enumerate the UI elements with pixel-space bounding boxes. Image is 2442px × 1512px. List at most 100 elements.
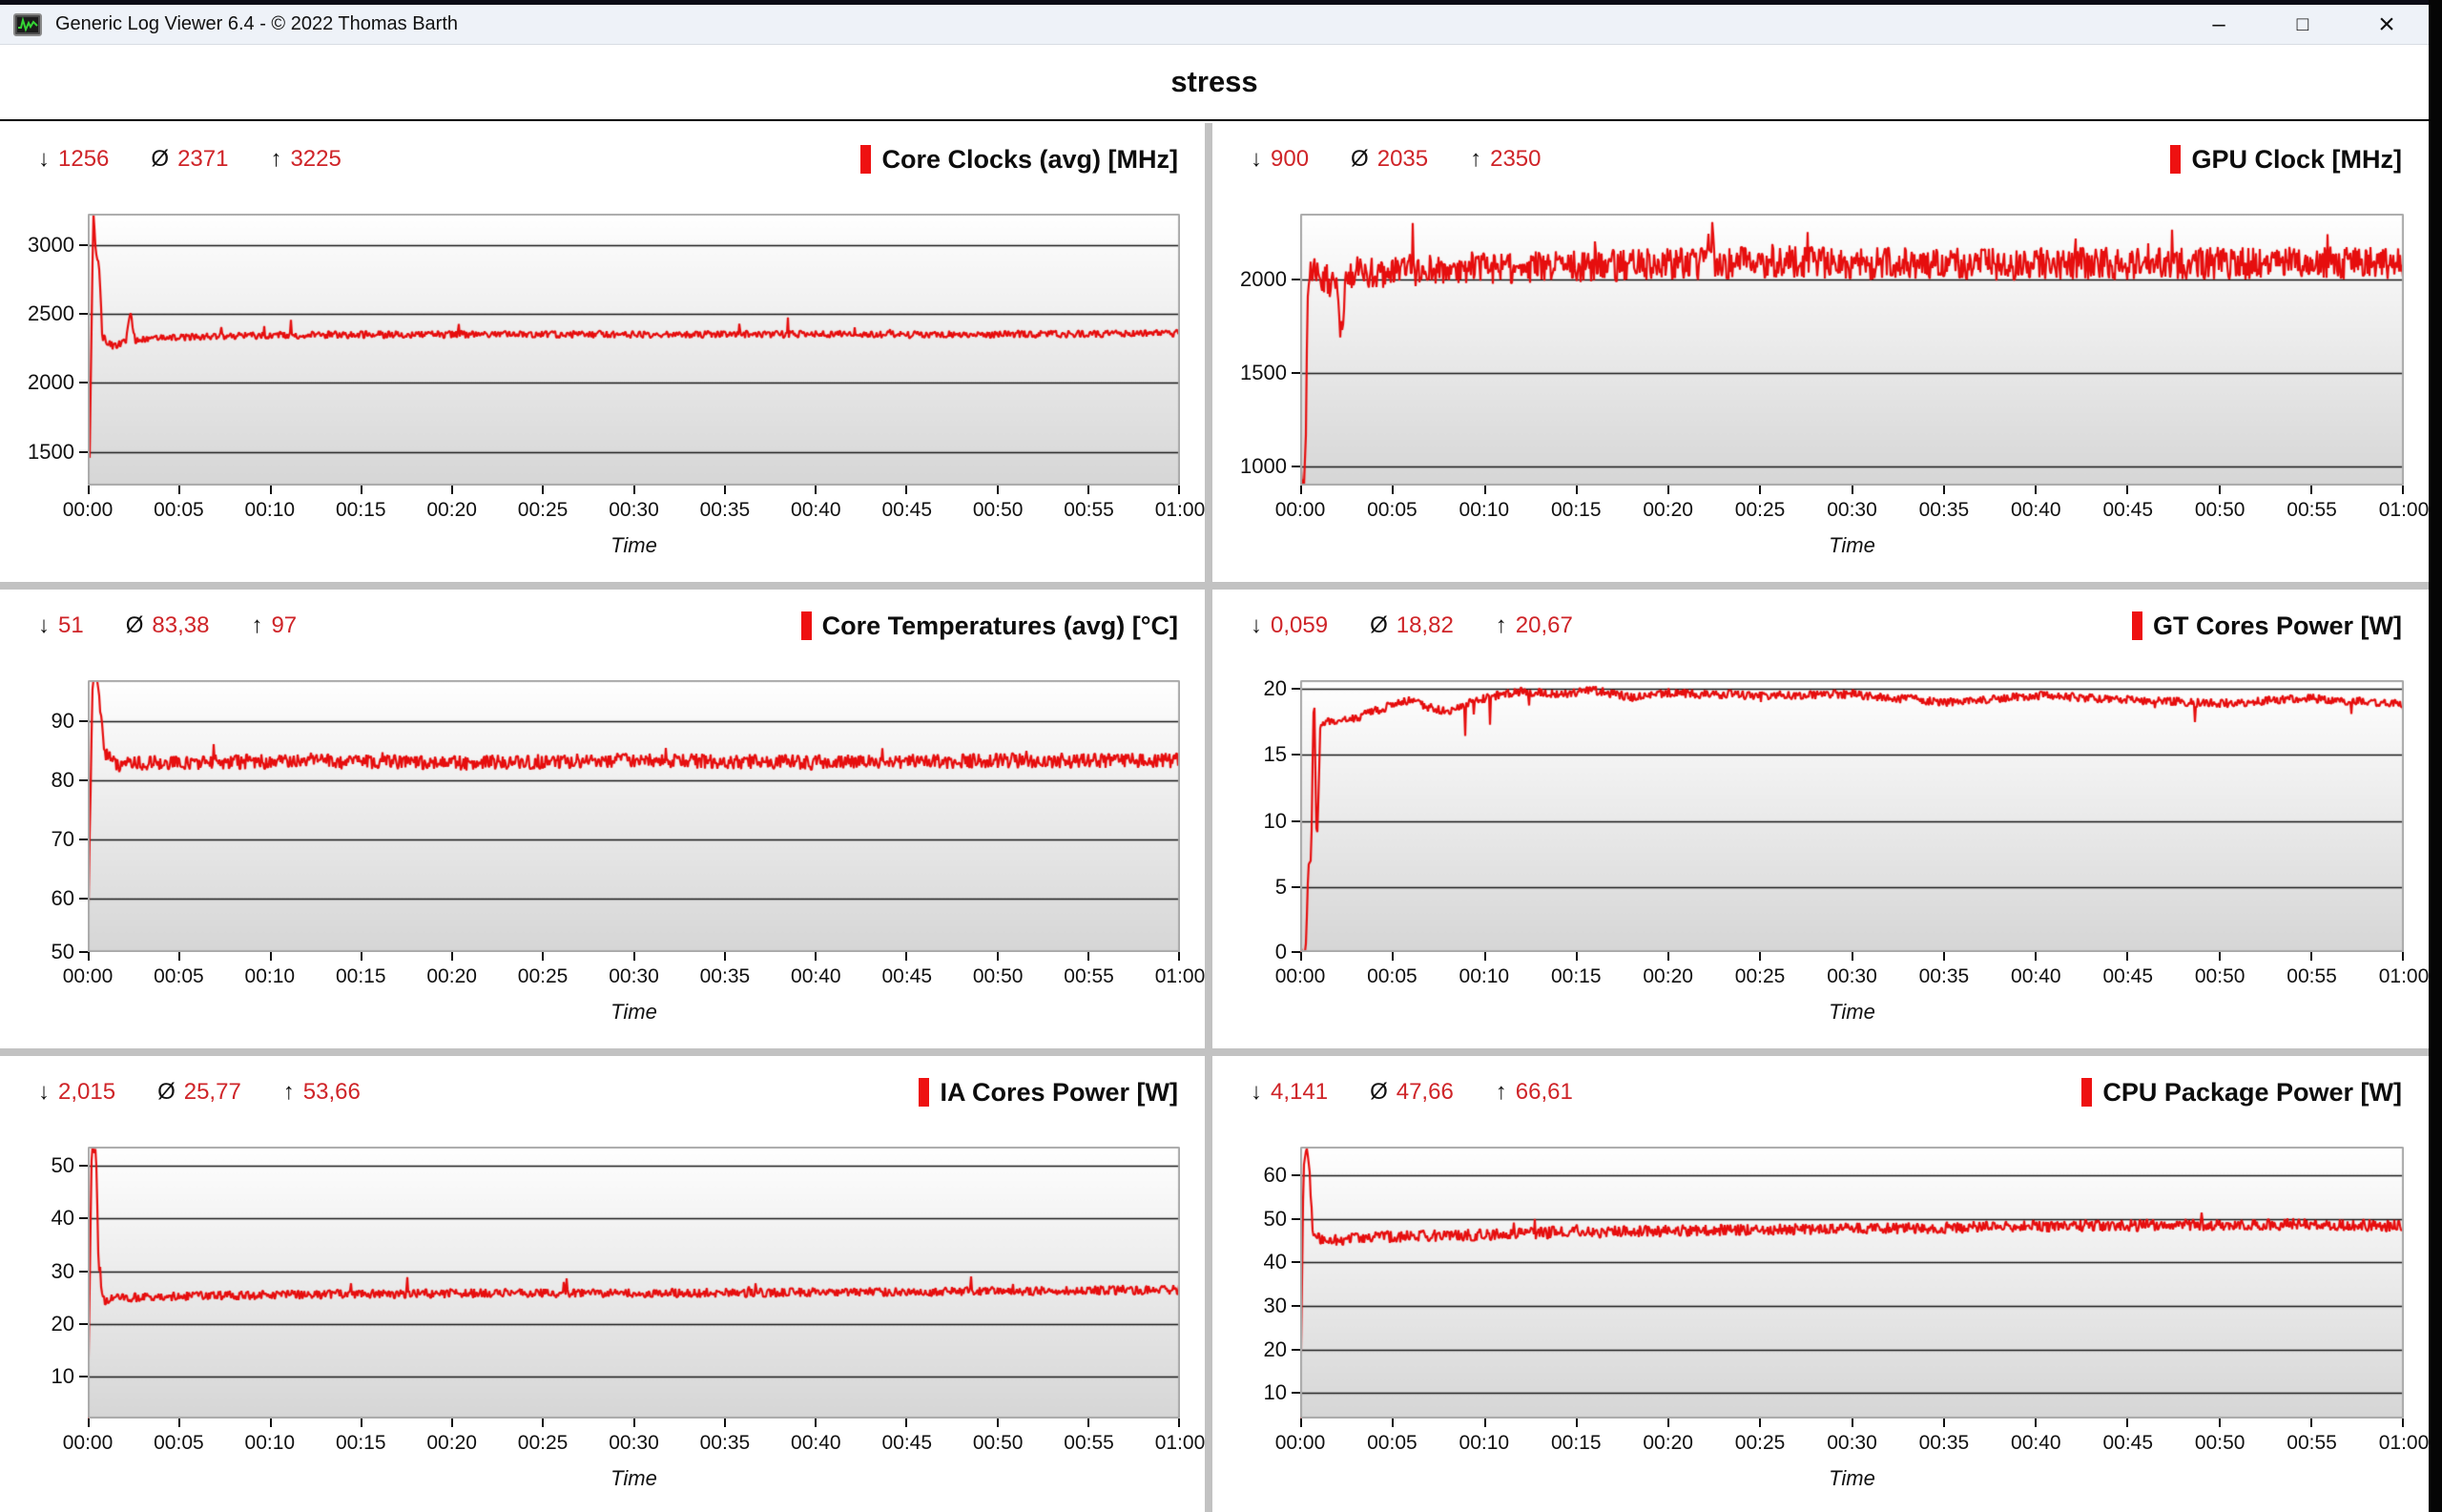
x-tick-label: 01:00 <box>1154 965 1206 987</box>
y-tick-label: 1500 <box>28 439 74 464</box>
min-arrow-icon: ↓ <box>38 612 50 638</box>
x-tick-mark <box>1392 952 1394 961</box>
x-tick-mark <box>361 952 362 961</box>
x-tick-label: 00:30 <box>1827 499 1877 521</box>
x-tick-mark <box>2126 486 2128 494</box>
stat-min: ↓ 2,015 <box>38 1079 115 1106</box>
stat-max: ↑ 20,67 <box>1496 612 1573 639</box>
y-tick-mark <box>1292 1392 1300 1395</box>
chart-stats: ↓ 900 Ø 2035 ↑ 2350 <box>1251 146 1542 173</box>
stat-min-value: 900 <box>1271 146 1310 172</box>
stat-max-value: 97 <box>271 612 298 638</box>
y-tick-label: 30 <box>1263 1294 1287 1318</box>
stat-avg-value: 25,77 <box>183 1079 241 1105</box>
y-tick-label: 40 <box>1263 1250 1287 1274</box>
close-button[interactable]: × <box>2378 8 2395 40</box>
y-tick-mark <box>1292 1305 1300 1308</box>
chart-canvas[interactable] <box>1300 680 2404 952</box>
maximize-button[interactable]: □ <box>2296 12 2309 35</box>
average-icon: Ø <box>125 612 144 638</box>
y-axis-labels: 10 20 30 40 50 60 <box>1212 1147 1300 1419</box>
y-tick-label: 40 <box>51 1206 74 1231</box>
chart-legend: Core Temperatures (avg) [°C] <box>800 611 1178 641</box>
x-tick-mark <box>905 952 907 961</box>
x-tick-mark <box>88 952 90 961</box>
min-arrow-icon: ↓ <box>38 146 50 172</box>
y-tick-mark <box>79 720 88 723</box>
x-tick-mark <box>905 1419 907 1427</box>
x-tick-mark <box>1178 486 1180 494</box>
y-tick-label: 1500 <box>1240 361 1287 385</box>
plot-box <box>79 214 1180 494</box>
x-tick-label: 00:45 <box>2102 965 2154 987</box>
stat-max: ↑ 3225 <box>270 146 341 173</box>
y-axis-labels: 1500 2000 2500 3000 <box>0 214 88 486</box>
chart-canvas[interactable] <box>1300 214 2404 486</box>
legend-color-bar-icon <box>2081 1078 2093 1107</box>
y-tick-label: 10 <box>1263 808 1287 833</box>
x-tick-label: 00:45 <box>881 1432 933 1454</box>
stat-max: ↑ 66,61 <box>1496 1079 1573 1106</box>
x-tick-mark <box>542 486 544 494</box>
x-tick-mark <box>1392 1419 1394 1427</box>
screen-top-edge <box>0 0 2442 5</box>
x-tick-mark <box>997 1419 999 1427</box>
chart-canvas[interactable] <box>88 680 1180 952</box>
chart-canvas[interactable] <box>88 1147 1180 1419</box>
y-tick-mark <box>79 312 88 315</box>
x-tick-mark <box>361 1419 362 1427</box>
x-tick-mark <box>2310 952 2312 961</box>
plot-area: 0 5 10 15 20 <box>1212 676 2429 963</box>
stat-min: ↓ 0,059 <box>1251 612 1328 639</box>
x-tick-mark <box>1087 486 1089 494</box>
x-tick-label: 00:15 <box>335 1432 386 1454</box>
y-tick-label: 60 <box>51 886 74 911</box>
x-tick-label: 00:35 <box>699 965 751 987</box>
x-tick-mark <box>270 1419 272 1427</box>
y-tick-label: 10 <box>51 1363 74 1388</box>
x-tick-label: 00:20 <box>1643 499 1693 521</box>
y-tick-mark <box>79 898 88 901</box>
chart-panel-ia-cores-power: ↓ 2,015 Ø 25,77 ↑ 53,66 IA Cores Power [… <box>0 1056 1205 1512</box>
x-tick-label: 01:00 <box>1154 499 1206 521</box>
x-tick-label: 00:05 <box>1367 965 1418 987</box>
x-tick-mark <box>1300 486 1302 494</box>
x-tick-mark <box>1943 486 1945 494</box>
stat-avg: Ø 18,82 <box>1370 612 1454 639</box>
minimize-button[interactable]: – <box>2212 10 2225 37</box>
x-tick-mark <box>1300 952 1302 961</box>
title-bar[interactable]: Generic Log Viewer 6.4 - © 2022 Thomas B… <box>0 5 2429 45</box>
x-tick-mark <box>815 1419 817 1427</box>
plot-box <box>79 680 1180 961</box>
x-tick-label: 00:25 <box>517 499 569 521</box>
chart-legend: GPU Clock [MHz] <box>2170 145 2402 175</box>
x-tick-mark <box>270 952 272 961</box>
x-tick-label: 00:25 <box>1734 499 1786 521</box>
y-tick-mark <box>1292 466 1300 468</box>
chart-legend: IA Cores Power [W] <box>919 1078 1178 1108</box>
chart-canvas[interactable] <box>1300 1147 2404 1419</box>
chart-panel-gt-cores-power: ↓ 0,059 Ø 18,82 ↑ 20,67 GT Cores Power [… <box>1212 590 2429 1048</box>
chart-canvas[interactable] <box>88 214 1180 486</box>
y-tick-mark <box>79 839 88 841</box>
y-tick-mark <box>79 243 88 246</box>
x-tick-label: 00:45 <box>881 965 933 987</box>
x-tick-mark <box>724 952 726 961</box>
x-tick-label: 00:30 <box>609 499 659 521</box>
plot-box <box>1292 1147 2404 1427</box>
x-tick-mark <box>1300 1419 1302 1427</box>
y-tick-label: 20 <box>1263 676 1287 701</box>
x-tick-label: 00:10 <box>244 499 296 521</box>
stat-min-value: 51 <box>58 612 84 638</box>
log-header: stress <box>0 45 2429 121</box>
x-tick-label: 00:10 <box>244 1432 296 1454</box>
max-arrow-icon: ↑ <box>1495 612 1507 638</box>
chart-stats: ↓ 2,015 Ø 25,77 ↑ 53,66 <box>38 1079 361 1106</box>
stat-avg: Ø 2035 <box>1351 146 1428 173</box>
plot-area: 1000 1500 2000 <box>1212 214 2429 494</box>
x-tick-mark <box>178 952 180 961</box>
max-arrow-icon: ↑ <box>282 1079 295 1105</box>
y-tick-label: 2000 <box>1240 266 1287 291</box>
x-tick-label: 00:20 <box>1643 965 1693 987</box>
min-arrow-icon: ↓ <box>1251 146 1262 172</box>
